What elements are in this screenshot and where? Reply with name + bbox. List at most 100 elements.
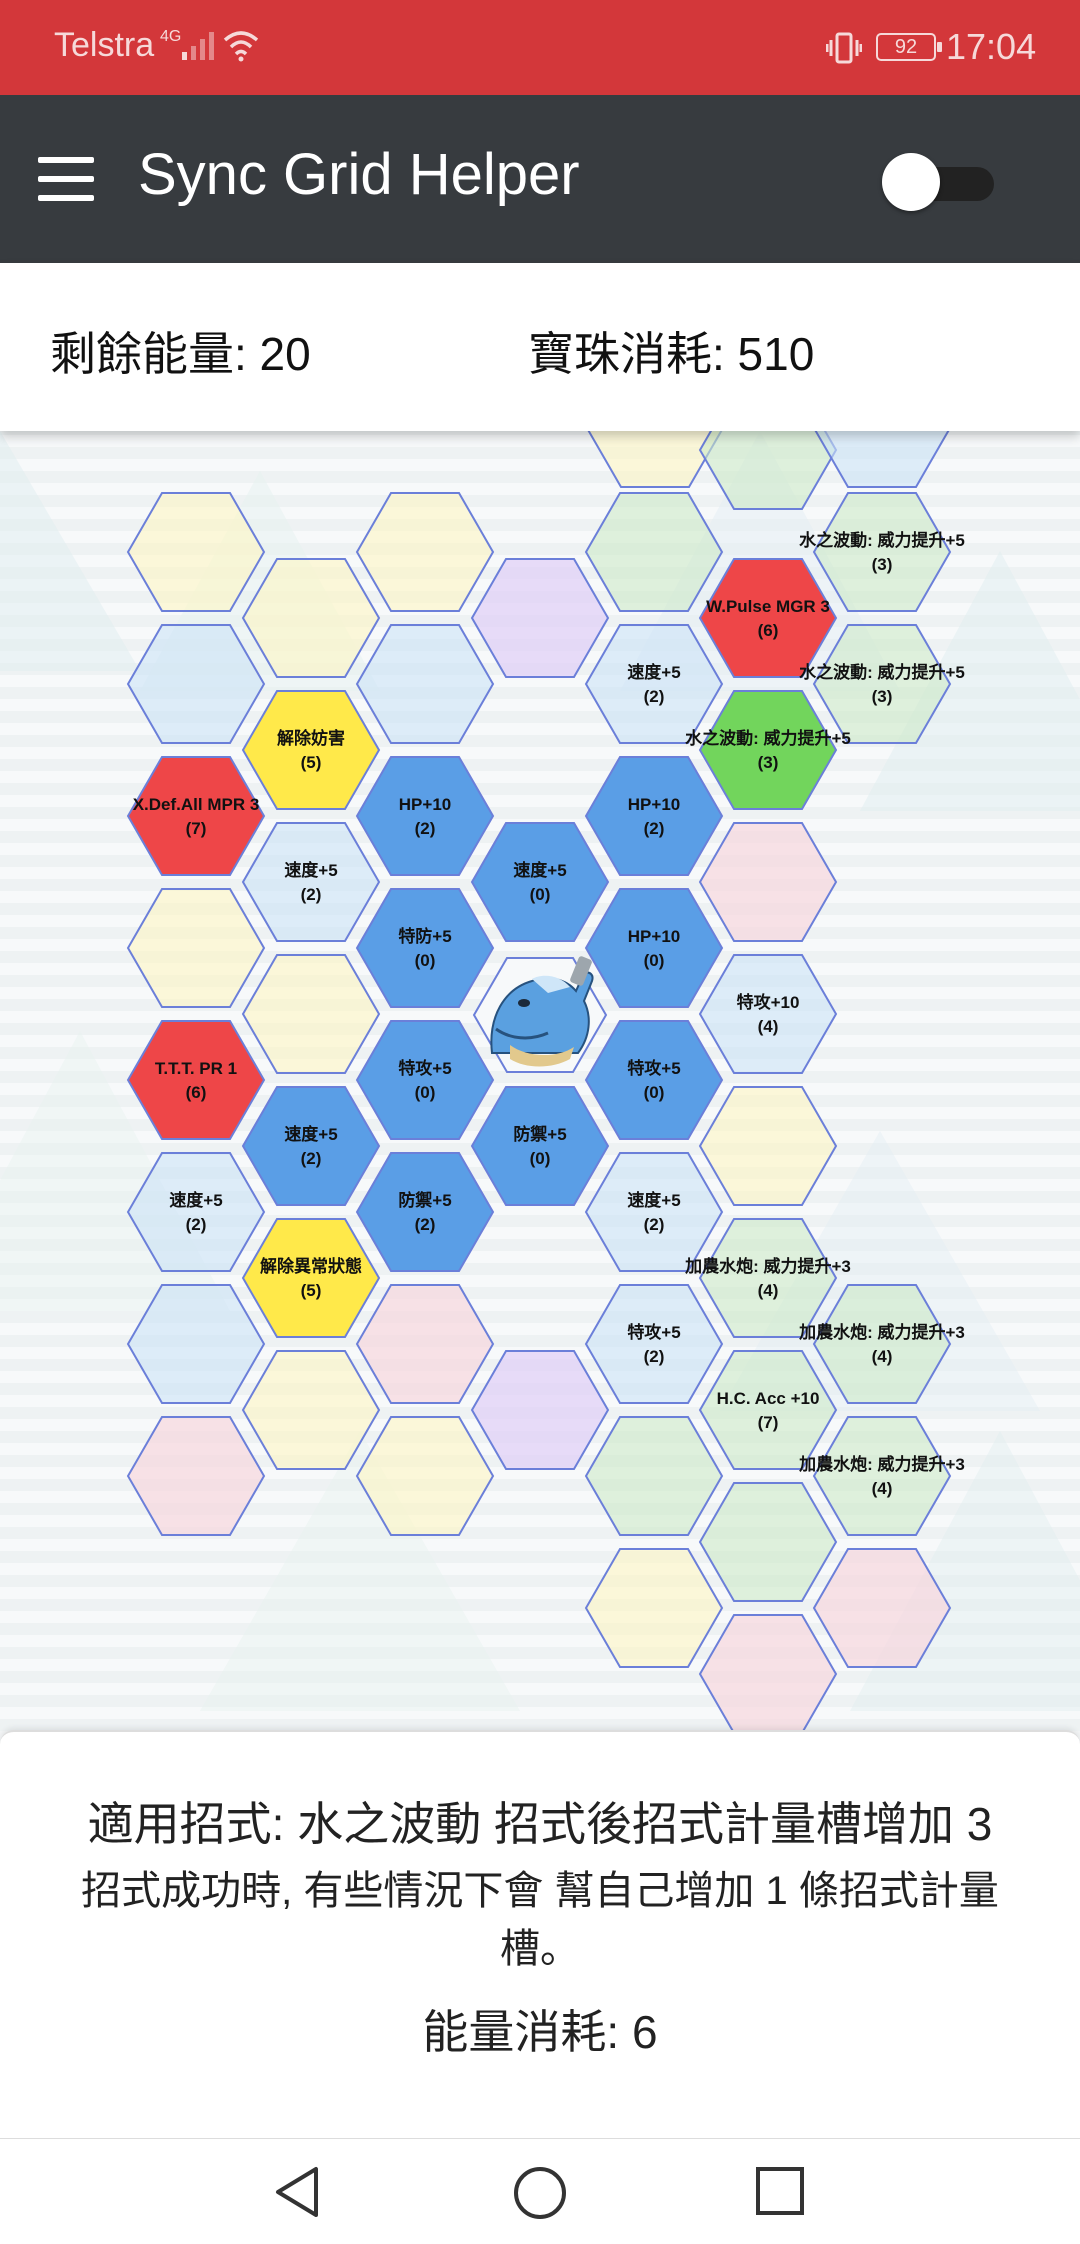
hex-label: 水之波動: 威力提升+5 xyxy=(685,728,851,748)
hex-cost: (4) xyxy=(758,1017,779,1036)
tile-empty-green-c[interactable] xyxy=(698,1482,838,1602)
hex-label: 速度+5 xyxy=(284,1124,337,1144)
tile-empty-yellow-c[interactable] xyxy=(241,558,381,678)
tile-hp-10-a[interactable]: HP+10 (2) xyxy=(355,756,495,876)
hex-shape xyxy=(812,1416,952,1536)
hex-cost: (5) xyxy=(301,753,322,772)
tile-empty-yellow-f[interactable] xyxy=(698,1086,838,1206)
tile-speed-5-d[interactable]: 速度+5 (2) xyxy=(241,1086,381,1206)
tile-empty-pink-c[interactable] xyxy=(126,1416,266,1536)
tile-speed-5-f[interactable]: 速度+5 (2) xyxy=(584,1152,724,1272)
signal-icon xyxy=(182,32,214,60)
tile-empty-yellow-h[interactable] xyxy=(355,1416,495,1536)
home-circle-icon[interactable] xyxy=(512,2165,568,2221)
tile-water-pulse-power-2[interactable]: 水之波動: 威力提升+5 (3) xyxy=(799,624,965,744)
hex-shape xyxy=(241,954,381,1074)
tile-hc-acc-10[interactable]: H.C. Acc +10 (7) xyxy=(698,1350,838,1470)
tile-empty-blue-c[interactable] xyxy=(126,1284,266,1404)
tile-empty-blue-a[interactable] xyxy=(126,624,266,744)
hex-shape xyxy=(584,1416,724,1536)
hex-shape xyxy=(241,1218,381,1338)
tile-speed-5-b[interactable]: 速度+5 (2) xyxy=(241,822,381,942)
hex-shape xyxy=(698,1086,838,1206)
tile-empty-yellow-e[interactable] xyxy=(241,954,381,1074)
tile-speed-5-c[interactable]: 速度+5 (0) xyxy=(470,822,610,942)
energy-cost-text: 能量消耗: 6 xyxy=(422,2006,658,2058)
blastoise-pokemon-icon[interactable] xyxy=(472,955,608,1073)
hex-shape xyxy=(698,954,838,1074)
tile-water-pulse-power-3[interactable]: 水之波動: 威力提升+5 (3) xyxy=(685,690,851,810)
tile-wpulse-mgr3[interactable]: W.Pulse MGR 3 (6) xyxy=(698,558,838,678)
orb-cost: 寶珠消耗: 510 xyxy=(528,328,815,380)
hex-shape xyxy=(698,1218,838,1338)
tile-defense-5-a[interactable]: 防禦+5 (0) xyxy=(470,1086,610,1206)
tile-empty-green-a[interactable] xyxy=(584,492,724,612)
hex-label: 特攻+5 xyxy=(627,1058,680,1078)
hex-shape xyxy=(241,558,381,678)
recents-square-icon[interactable] xyxy=(754,2165,806,2217)
back-triangle-icon[interactable] xyxy=(272,2165,326,2219)
tile-hydro-cannon-power-2[interactable]: 加農水炮: 威力提升+3 (4) xyxy=(798,1284,965,1404)
tile-empty-pink-e[interactable] xyxy=(698,1614,838,1731)
hex-cost: (4) xyxy=(872,1479,893,1498)
tile-empty-purple-b[interactable] xyxy=(470,1350,610,1470)
tile-xdef-all-mpr3[interactable]: X.Def.All MPR 3 (7) xyxy=(126,756,266,876)
hex-cost: (3) xyxy=(872,687,893,706)
tile-hp-10-b[interactable]: HP+10 (2) xyxy=(584,756,724,876)
hex-shape xyxy=(126,1416,266,1536)
tile-empty-green-b[interactable] xyxy=(584,1416,724,1536)
tile-empty-blue-b[interactable] xyxy=(355,624,495,744)
tile-defense-5-b[interactable]: 防禦+5 (2) xyxy=(355,1152,495,1272)
tile-empty-pink-b[interactable] xyxy=(355,1284,495,1404)
hex-shape xyxy=(241,1086,381,1206)
hex-shape xyxy=(698,1614,838,1731)
tile-remove-status[interactable]: 解除異常狀態 (5) xyxy=(241,1218,381,1338)
hex-shape xyxy=(584,888,724,1008)
hex-shape xyxy=(470,1086,610,1206)
tile-empty-pink-d[interactable] xyxy=(812,1548,952,1668)
hex-cost: (7) xyxy=(186,819,207,838)
hex-shape xyxy=(126,888,266,1008)
tile-sp-atk-10[interactable]: 特攻+10 (4) xyxy=(698,954,838,1074)
tile-sp-atk-5-a[interactable]: 特攻+5 (0) xyxy=(355,1020,495,1140)
tile-empty-pink-a[interactable] xyxy=(698,822,838,942)
tile-top-faded-1[interactable] xyxy=(587,431,723,488)
tile-ttt-pr1[interactable]: T.T.T. PR 1 (6) xyxy=(126,1020,266,1140)
tile-empty-yellow-a[interactable] xyxy=(126,492,266,612)
hamburger-menu-icon[interactable] xyxy=(38,157,94,201)
tile-empty-yellow-g[interactable] xyxy=(241,1350,381,1470)
tile-sp-def-5[interactable]: 特防+5 (0) xyxy=(355,888,495,1008)
tile-speed-5-e[interactable]: 速度+5 (2) xyxy=(126,1152,266,1272)
tile-water-pulse-power-1[interactable]: 水之波動: 威力提升+5 (3) xyxy=(799,492,965,612)
hex-label: 防禦+5 xyxy=(398,1190,451,1210)
tile-empty-yellow-d[interactable] xyxy=(126,888,266,1008)
tile-sp-atk-5-b[interactable]: 特攻+5 (0) xyxy=(584,1020,724,1140)
tile-top-faded-3[interactable] xyxy=(814,431,950,488)
tile-empty-purple-a[interactable] xyxy=(470,558,610,678)
tile-remove-hindrance[interactable]: 解除妨害 (5) xyxy=(241,690,381,810)
hex-cost: (2) xyxy=(186,1215,207,1234)
mode-toggle-switch[interactable] xyxy=(882,153,998,211)
tile-hp-10-c[interactable]: HP+10 (0) xyxy=(584,888,724,1008)
hex-cost: (2) xyxy=(644,819,665,838)
tile-sp-atk-5-c[interactable]: 特攻+5 (2) xyxy=(584,1284,724,1404)
hex-label: 速度+5 xyxy=(284,860,337,880)
hex-shape xyxy=(470,558,610,678)
hex-cost: (2) xyxy=(415,1215,436,1234)
hex-shape xyxy=(126,1020,266,1140)
effect-text: 招式成功時, 有些情況下會 幫自己增加 1 條招式計量槽。 xyxy=(81,1869,999,1971)
hex-label: 速度+5 xyxy=(627,662,680,682)
hex-cost: (4) xyxy=(758,1281,779,1300)
tile-empty-yellow-i[interactable] xyxy=(584,1548,724,1668)
tile-empty-yellow-b[interactable] xyxy=(355,492,495,612)
tile-speed-5-a[interactable]: 速度+5 (2) xyxy=(584,624,724,744)
hex-shape xyxy=(812,624,952,744)
hex-cost: (0) xyxy=(415,1083,436,1102)
tile-hydro-cannon-power-1[interactable]: 加農水炮: 威力提升+3 (4) xyxy=(684,1218,851,1338)
vibrate-icon xyxy=(826,32,862,64)
hex-shape xyxy=(126,624,266,744)
hex-cost: (0) xyxy=(530,1149,551,1168)
hex-shape xyxy=(584,492,724,612)
tile-hydro-cannon-power-3[interactable]: 加農水炮: 威力提升+3 (4) xyxy=(798,1416,965,1536)
tile-top-faded-2[interactable] xyxy=(698,431,838,510)
